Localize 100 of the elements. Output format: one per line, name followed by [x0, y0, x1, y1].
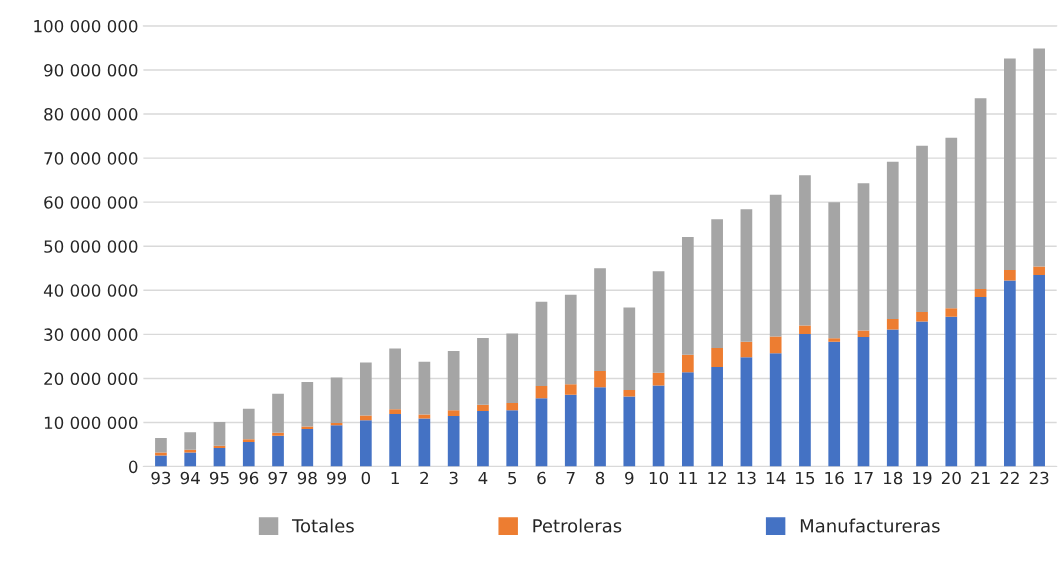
bar: [799, 175, 811, 326]
bar: [974, 288, 987, 297]
bar: [535, 301, 548, 386]
bar: [477, 337, 489, 405]
bar: [155, 452, 167, 456]
legend-label: Totales: [291, 518, 354, 533]
x-tick-label: 97: [268, 471, 288, 485]
x-tick-label: 20: [941, 471, 961, 485]
y-tick-label: 0: [129, 460, 138, 474]
bar: [359, 420, 372, 467]
y-tick-label: 10 000 000: [44, 416, 138, 430]
bar: [155, 437, 167, 453]
bar: [711, 348, 723, 367]
bar: [681, 236, 694, 355]
bar: [886, 329, 899, 467]
bar: [272, 432, 284, 436]
bar: [535, 398, 548, 467]
bar: [857, 337, 870, 467]
y-tick-label: 70 000 000: [44, 152, 138, 165]
x-tick-label: 94: [180, 471, 200, 485]
bar: [799, 325, 811, 334]
x-tick-label: 5: [508, 471, 517, 485]
bar: [945, 316, 958, 467]
bar: [564, 294, 577, 385]
x-tick-label: 14: [766, 471, 786, 485]
bar: [418, 418, 431, 467]
bar: [213, 448, 226, 467]
x-tick-label: 4: [478, 471, 488, 485]
x-tick-label: 15: [796, 471, 815, 485]
bar: [447, 410, 460, 416]
bar: [184, 452, 197, 467]
x-tick-label: 93: [151, 471, 171, 485]
bar: [711, 366, 723, 467]
bar: [213, 422, 226, 446]
x-tick-label: 96: [239, 471, 259, 485]
bar: [594, 370, 606, 388]
bar: [916, 311, 928, 322]
bar: [857, 183, 870, 331]
bar: [916, 321, 928, 467]
x-tick-label: 18: [883, 471, 903, 485]
bar: [974, 296, 987, 467]
bar: [535, 385, 548, 399]
x-tick-label: 17: [854, 471, 873, 485]
bar: [184, 432, 197, 450]
bar: [506, 333, 519, 404]
y-tick-label: 80 000 000: [44, 108, 138, 121]
bar: [681, 372, 694, 467]
y-tick-label: 30 000 000: [44, 328, 138, 341]
x-tick-label: 3: [449, 471, 458, 485]
bar: [418, 414, 431, 419]
bar: [447, 415, 460, 467]
bar: [242, 408, 255, 440]
bar: [623, 396, 636, 467]
x-tick-label: 10: [649, 471, 669, 485]
bar: [828, 202, 841, 339]
bar: [769, 194, 782, 337]
bar: [828, 338, 841, 342]
bar: [681, 354, 694, 373]
bar: [623, 307, 636, 390]
bar: [389, 348, 401, 410]
x-tick-label: 7: [566, 471, 575, 485]
bar: [1004, 58, 1016, 271]
bar: [1033, 48, 1045, 267]
bar: [711, 219, 723, 349]
bar: [389, 414, 401, 467]
x-tick-label: 2: [420, 471, 429, 485]
bar: [974, 98, 987, 289]
bar: [242, 441, 255, 467]
bar: [945, 137, 958, 309]
x-tick-label: 16: [825, 471, 844, 485]
y-tick-label: 90 000 000: [44, 63, 138, 77]
bar: [301, 381, 314, 427]
bar: [330, 377, 343, 423]
bar: [857, 330, 870, 338]
bar: [477, 411, 489, 467]
x-tick-label: 9: [625, 471, 634, 485]
bar: [1033, 274, 1045, 467]
x-tick-label: 6: [537, 471, 546, 485]
bar: [886, 161, 899, 319]
x-tick-label: 0: [361, 471, 371, 485]
bar: [916, 145, 928, 312]
legend-label: Manufactureras: [800, 518, 940, 533]
bar: [769, 336, 782, 354]
x-tick-label: 12: [708, 471, 727, 485]
x-tick-label: 19: [913, 471, 932, 485]
bar: [886, 318, 899, 330]
bar: [272, 393, 284, 433]
bar: [564, 394, 577, 467]
bar: [1004, 270, 1016, 281]
x-tick-label: 99: [327, 471, 346, 485]
bar: [652, 271, 665, 373]
bar: [477, 404, 489, 412]
bar: [389, 409, 401, 415]
x-tick-label: 23: [1029, 471, 1049, 485]
bar: [740, 357, 753, 467]
bar: [418, 361, 431, 415]
bar: [272, 435, 284, 467]
x-tick-label: 13: [737, 471, 756, 485]
bar: [799, 333, 811, 467]
y-tick-label: 60 000 000: [44, 196, 138, 209]
